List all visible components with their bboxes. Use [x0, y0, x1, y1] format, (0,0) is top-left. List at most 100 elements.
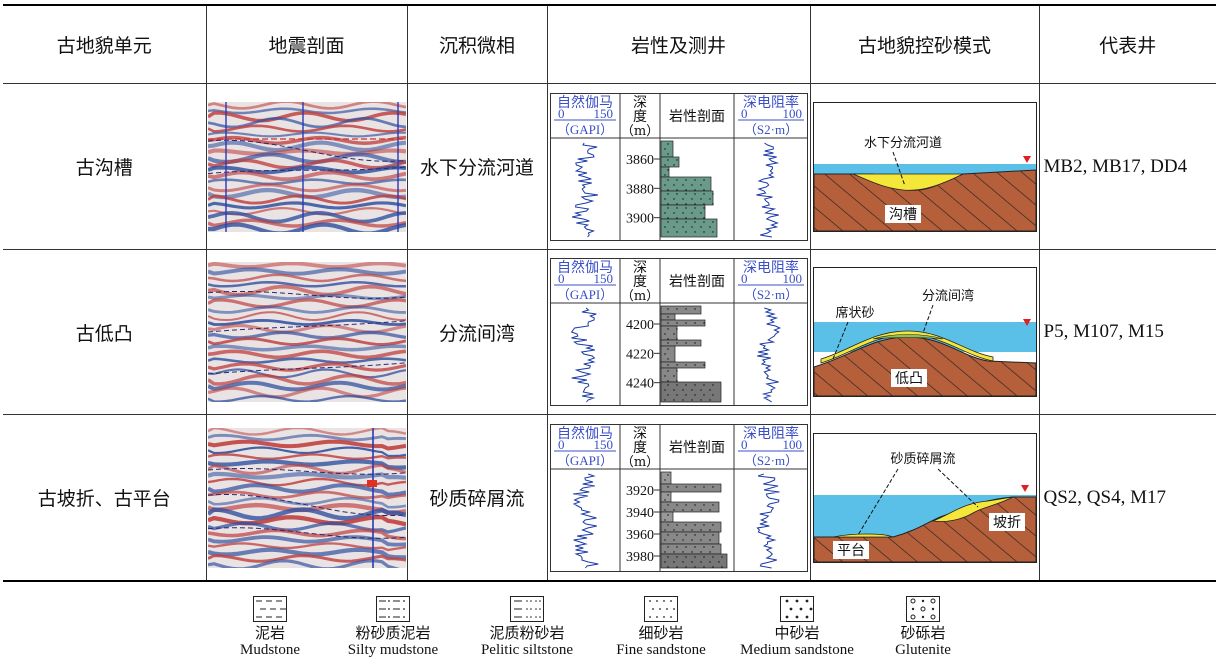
legend-label-cn: 细砂岩 [638, 624, 684, 642]
seismic-reflector [207, 349, 406, 360]
res-scale-max: 100 [782, 271, 802, 286]
seismic-reflector [207, 380, 406, 392]
log-cell: 自然伽马 0 150 （GAPI）深度（m） 岩性剖面 深电阻率 0 100 （S2·m） 386… [546, 83, 811, 250]
res-log-curve [756, 307, 781, 403]
litho-grain [720, 565, 723, 568]
swatch-mark [403, 616, 405, 618]
swatch-mark [403, 608, 405, 610]
litho-grain [675, 384, 678, 386]
litho-grain [666, 316, 669, 318]
seismic-reflector [207, 165, 406, 174]
seismic-reflector [207, 281, 406, 288]
litho-grain [675, 545, 678, 548]
gr-log-curve [571, 142, 598, 237]
table-row: 古沟槽 水下分流河道 自然伽马 0 150 （GAPI）深度（m） 岩性剖面 深电阻率 0 1… [3, 83, 1216, 250]
model-label-right: 坡折 [993, 515, 1021, 531]
litho-grain [663, 528, 666, 531]
swatch-mark [656, 616, 658, 618]
legend-label-en: Glutenite [895, 642, 951, 658]
swatch-mark [930, 614, 936, 620]
horizon-line [207, 139, 406, 162]
litho-grain [711, 555, 714, 558]
seismic-section-image [207, 262, 406, 403]
litho-title: 岩性剖面 [669, 109, 725, 125]
water-body [813, 163, 1036, 174]
seismic-reflector [207, 193, 406, 205]
log-cell: 自然伽马 0 150 （GAPI）深度（m） 岩性剖面 深电阻率 0 100 （S2·m） 392… [546, 414, 811, 583]
swatch-mark [785, 615, 789, 619]
litho-grain [681, 550, 684, 553]
litho-grain [672, 183, 675, 186]
gr-scale-min: 0 [558, 271, 565, 286]
gr-scale-max: 150 [593, 271, 613, 286]
res-scale-min: 0 [741, 106, 748, 121]
litho-grain [675, 380, 678, 382]
litho-grain [708, 225, 711, 228]
legend-label-en: Silty mudstone [347, 642, 439, 658]
litho-grain [684, 202, 687, 205]
depth-tick-label: 4240 [626, 377, 654, 392]
litho-grain [675, 158, 678, 161]
depth-tick-label: 3960 [626, 528, 654, 543]
litho-grain [711, 202, 714, 205]
litho-grain [666, 308, 669, 310]
gr-log-curve [572, 473, 598, 568]
litho-grain [684, 342, 687, 344]
litho-bed [660, 367, 677, 383]
seismic-reflector [207, 368, 406, 379]
depth-tick-label: 4220 [626, 347, 654, 362]
label-box [890, 369, 927, 388]
litho-grain [717, 560, 720, 563]
litho-grain [690, 389, 693, 391]
swatch-mark [805, 615, 809, 619]
litho-grain [672, 560, 675, 563]
swatch-mark [388, 608, 390, 610]
depth-title: 深 [633, 260, 647, 276]
medium-sandstone-swatch [780, 596, 814, 622]
litho-grain [672, 225, 675, 228]
depth-title: 度 [633, 109, 647, 125]
seismic-reflector [207, 182, 406, 192]
horizon-line [207, 362, 406, 375]
litho-grain [693, 545, 696, 548]
litho-grain [708, 560, 711, 563]
litho-grain [711, 220, 714, 223]
litho-grain [681, 389, 684, 391]
mudstone-swatch [253, 596, 287, 622]
litho-grain [675, 370, 678, 372]
litho-grain [693, 555, 696, 558]
swatch-mark [805, 599, 809, 603]
litho-grain [699, 197, 702, 200]
litho-grain [711, 545, 714, 548]
litho-grain [675, 555, 678, 558]
litho-grain [666, 523, 669, 526]
seismic-reflector [207, 131, 406, 137]
swatch-mark [785, 599, 789, 603]
litho-grain [681, 225, 684, 228]
label-box [988, 512, 1025, 531]
litho-grain [663, 353, 666, 355]
seismic-reflector [207, 170, 406, 181]
litho-grain [675, 485, 678, 488]
swatch-mark [526, 616, 528, 618]
header-lithology: 岩性及测井 [546, 4, 811, 85]
seismic-reflector [207, 357, 406, 364]
swatch-frame [644, 596, 678, 622]
model-label-top: 砂质碎屑流 [890, 452, 955, 467]
litho-grain [702, 394, 705, 396]
litho-grain [672, 389, 675, 391]
litho-grain [702, 322, 705, 324]
litho-grain [708, 508, 711, 511]
swatch-mark [535, 608, 537, 610]
litho-grain [663, 560, 666, 563]
litho-grain [699, 508, 702, 511]
res-scale-max: 100 [782, 106, 802, 121]
litho-grain [663, 508, 666, 511]
header-facies: 沉积微相 [406, 4, 548, 85]
litho-grain [684, 503, 687, 506]
swatch-mark [911, 607, 915, 611]
litho-grain [693, 230, 696, 233]
table-row: 古低凸 分流间湾 自然伽马 0 150 （GAPI）深度（m） 岩性剖面 深电阻率 0 100… [3, 248, 1216, 416]
litho-grain [690, 550, 693, 553]
